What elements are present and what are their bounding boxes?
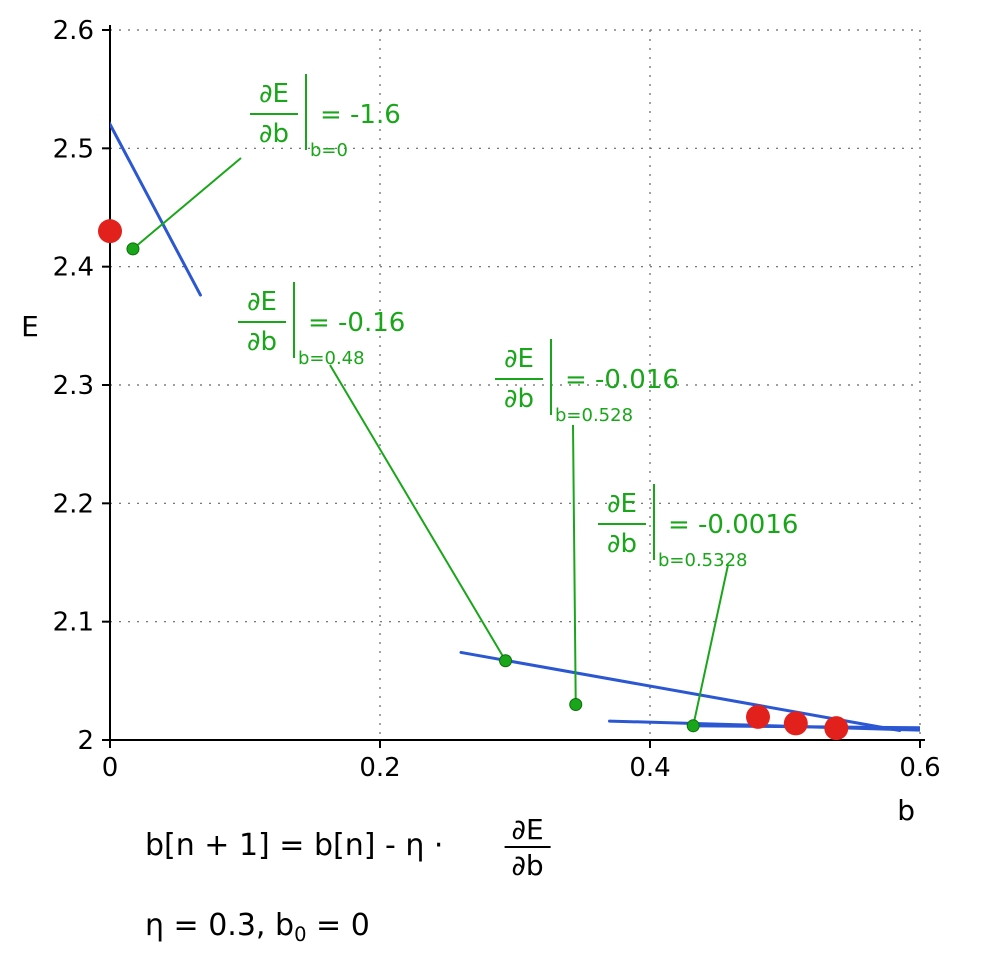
gradient-descent-chart: 00.20.40.622.12.22.32.42.52.6bE∂E∂bb=0= … xyxy=(0,0,1000,969)
svg-text:η = 0.3, b0 = 0: η = 0.3, b0 = 0 xyxy=(145,908,370,946)
y-tick-label: 2.2 xyxy=(53,489,94,519)
svg-text:∂b: ∂b xyxy=(607,529,637,559)
svg-text:∂E: ∂E xyxy=(512,813,544,846)
svg-text:b[n + 1] = b[n] - η ·: b[n + 1] = b[n] - η · xyxy=(145,828,443,863)
svg-text:∂b: ∂b xyxy=(511,849,543,882)
svg-text:= -0.16: = -0.16 xyxy=(308,308,405,338)
x-tick-label: 0 xyxy=(102,753,119,783)
svg-text:∂b: ∂b xyxy=(259,119,289,149)
svg-text:= -1.6: = -1.6 xyxy=(320,100,401,130)
svg-text:∂b: ∂b xyxy=(247,327,277,357)
svg-text:∂E: ∂E xyxy=(607,489,637,519)
svg-text:= -0.016: = -0.016 xyxy=(565,365,679,395)
svg-text:b=0: b=0 xyxy=(310,140,348,161)
svg-text:b=0.48: b=0.48 xyxy=(298,348,365,369)
x-axis-title: b xyxy=(897,794,915,827)
y-tick-label: 2.3 xyxy=(53,371,94,401)
chart-background xyxy=(0,0,1000,969)
chart-container: 00.20.40.622.12.22.32.42.52.6bE∂E∂bb=0= … xyxy=(0,0,1000,969)
y-tick-label: 2.4 xyxy=(53,253,94,283)
equation-parameters: η = 0.3, b0 = 0 xyxy=(145,908,370,946)
svg-text:∂b: ∂b xyxy=(504,384,534,414)
y-tick-label: 2 xyxy=(77,726,94,756)
svg-text:∂E: ∂E xyxy=(259,79,289,109)
svg-text:∂E: ∂E xyxy=(247,287,277,317)
y-tick-label: 2.1 xyxy=(53,608,94,638)
y-axis-title: E xyxy=(21,310,39,343)
svg-text:∂E: ∂E xyxy=(504,344,534,374)
x-tick-label: 0.6 xyxy=(899,753,940,783)
svg-text:b=0.528: b=0.528 xyxy=(555,405,633,426)
x-tick-label: 0.2 xyxy=(359,753,400,783)
y-tick-label: 2.6 xyxy=(53,16,94,46)
x-tick-label: 0.4 xyxy=(629,753,670,783)
y-tick-label: 2.5 xyxy=(53,134,94,164)
svg-text:b=0.5328: b=0.5328 xyxy=(658,550,748,571)
svg-text:= -0.0016: = -0.0016 xyxy=(668,510,798,540)
